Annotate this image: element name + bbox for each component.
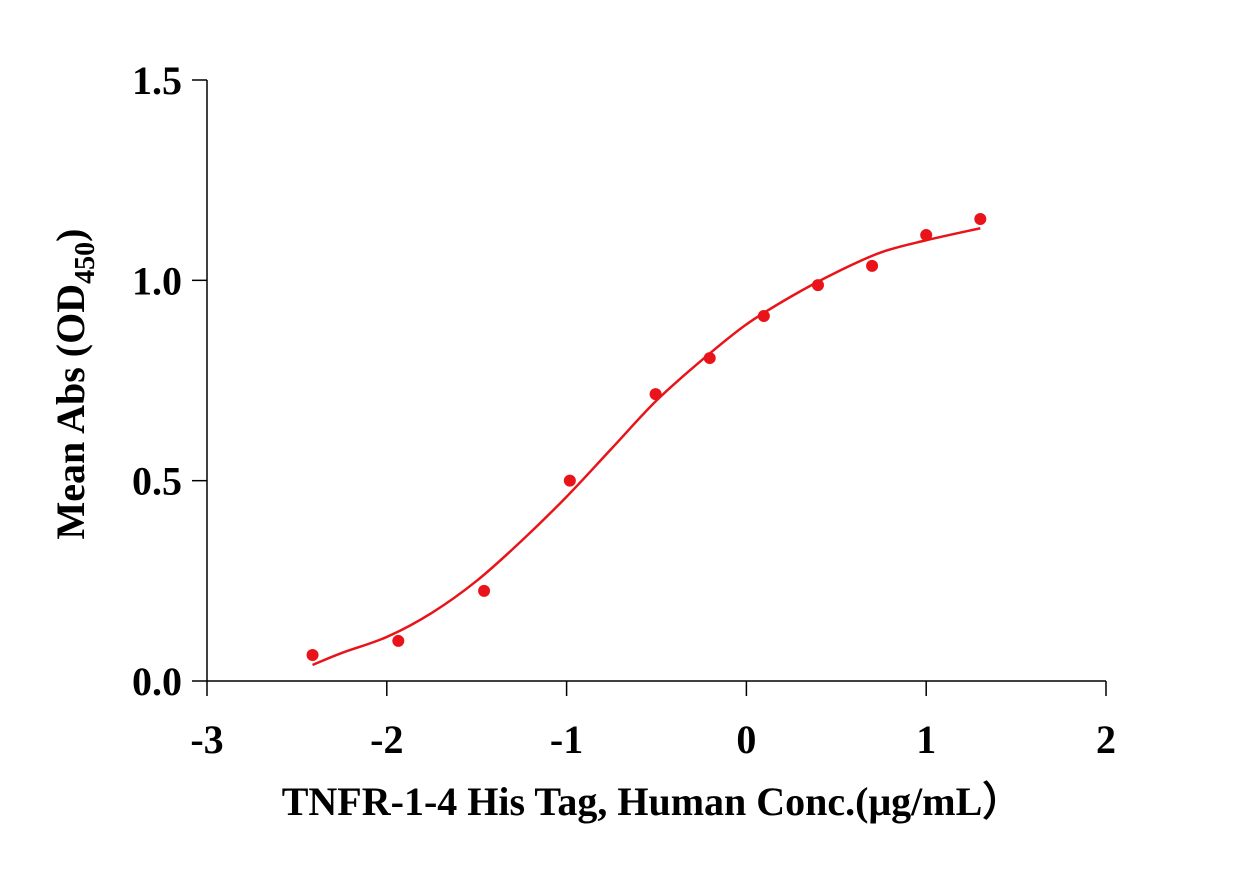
data-point bbox=[757, 309, 770, 322]
y-tick-label: 0.0 bbox=[132, 659, 182, 704]
x-tick-label: 1 bbox=[916, 717, 936, 762]
y-tick-label: 0.5 bbox=[132, 459, 182, 504]
data-point bbox=[478, 584, 491, 597]
y-title-end: ) bbox=[48, 229, 93, 242]
x-tick-label: 2 bbox=[1096, 717, 1116, 762]
y-axis-title: Mean Abs (OD450) bbox=[48, 229, 101, 540]
y-title-sub: 450 bbox=[70, 242, 101, 284]
data-point bbox=[563, 474, 576, 487]
data-point bbox=[866, 259, 879, 272]
data-point bbox=[920, 229, 933, 242]
x-tick-label: 0 bbox=[736, 717, 756, 762]
x-tick-label: -3 bbox=[190, 717, 223, 762]
data-point bbox=[974, 213, 987, 226]
x-tick-label: -1 bbox=[550, 717, 583, 762]
fit-curve bbox=[312, 227, 981, 667]
y-tick-label: 1.0 bbox=[132, 258, 182, 303]
y-tick-label: 1.5 bbox=[132, 58, 182, 103]
x-tick-label: -2 bbox=[370, 717, 403, 762]
x-axis-title: TNFR-1-4 His Tag, Human Conc.(μg/mL） bbox=[282, 779, 1023, 824]
data-point bbox=[306, 648, 319, 661]
data-point bbox=[392, 634, 405, 647]
y-title-main: Mean Abs (OD bbox=[48, 284, 93, 540]
